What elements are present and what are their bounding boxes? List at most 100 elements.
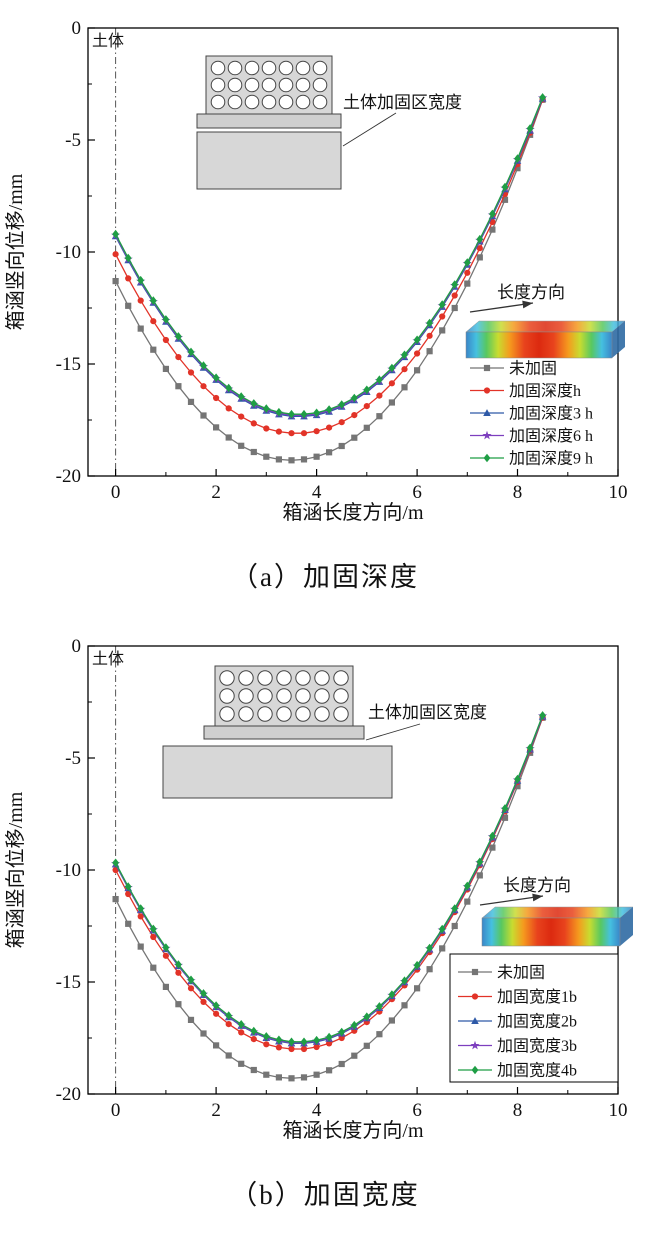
pile-circle bbox=[295, 60, 311, 76]
y-tick-label: -10 bbox=[56, 242, 81, 263]
reinforce-width-label: 土体加固区宽度 bbox=[368, 703, 487, 722]
legend-label: 未加固 bbox=[509, 360, 557, 378]
legend-box bbox=[449, 953, 619, 1083]
pile-circle bbox=[210, 94, 226, 110]
x-tick-label: 8 bbox=[513, 482, 523, 503]
x-tick-label: 2 bbox=[211, 482, 221, 503]
pile-circle bbox=[295, 706, 311, 722]
y-tick-label: -15 bbox=[56, 354, 81, 375]
legend-item-3: 加固深度6 h bbox=[470, 427, 593, 445]
displacement-contour-inset: 长度方向 bbox=[479, 876, 634, 947]
x-tick-label: 6 bbox=[412, 1100, 422, 1121]
y-tick-label: -5 bbox=[65, 748, 81, 769]
pile-circle bbox=[295, 94, 311, 110]
chart-a-caption: （a）加固深度 bbox=[231, 561, 419, 592]
pile-reinforcement-inset: 土体加固区宽度 bbox=[196, 55, 462, 190]
pile-circle bbox=[333, 706, 349, 722]
length-direction-arrow bbox=[469, 300, 534, 313]
soil-label: 土体 bbox=[92, 32, 124, 50]
pile-circle bbox=[238, 706, 254, 722]
chart-b-caption: （b）加固宽度 bbox=[230, 1179, 420, 1210]
legend-label: 未加固 bbox=[497, 964, 545, 982]
pile-circle bbox=[257, 670, 273, 686]
pile-circle bbox=[278, 60, 294, 76]
series-1 bbox=[112, 96, 546, 437]
contour-bar-top bbox=[465, 320, 626, 333]
series-4 bbox=[112, 93, 546, 419]
x-axis-label: 箱涵长度方向/m bbox=[282, 1119, 424, 1142]
contour-bar-side bbox=[620, 907, 633, 946]
legend-item-1: 加固深度h bbox=[470, 382, 581, 400]
chart-a-canvas: 土体 0 2 4 6 8 10 0 -5 -10 -15 -20 箱涵长度方向/m 箱涵竖向位移/mm 土体… bbox=[4, 18, 628, 524]
pile-circle bbox=[314, 688, 330, 704]
pile-circle bbox=[276, 688, 292, 704]
x-axis-label: 箱涵长度方向/m bbox=[282, 501, 424, 524]
y-tick-label: -10 bbox=[56, 860, 81, 881]
x-tick-label: 10 bbox=[609, 1100, 628, 1121]
pile-circle bbox=[312, 94, 328, 110]
pile-circle bbox=[261, 77, 277, 93]
x-tick-label: 8 bbox=[513, 1100, 523, 1121]
pile-circle bbox=[312, 60, 328, 76]
soil-label: 土体 bbox=[92, 650, 124, 668]
legend-item-0: 未加固 bbox=[458, 964, 545, 982]
pile-circle bbox=[219, 688, 235, 704]
soil-boundary: 土体 bbox=[92, 28, 124, 476]
leader-line bbox=[342, 112, 397, 147]
pile-circle bbox=[227, 94, 243, 110]
pile-circle bbox=[295, 670, 311, 686]
pile-circle bbox=[257, 688, 273, 704]
pile-circle bbox=[219, 706, 235, 722]
x-tick-label: 4 bbox=[312, 482, 322, 503]
y-tick-label: 0 bbox=[72, 18, 82, 39]
pile-circle bbox=[333, 688, 349, 704]
axes: 0 2 4 6 8 10 0 -5 -10 -15 -20 箱涵长度方向/m 箱涵竖向位移/mm bbox=[4, 636, 628, 1142]
pile-circle bbox=[257, 706, 273, 722]
y-tick-label: -15 bbox=[56, 972, 81, 993]
x-tick-label: 10 bbox=[609, 482, 628, 503]
legend-item-2: 加固宽度2b bbox=[458, 1013, 577, 1031]
pile-circle bbox=[227, 77, 243, 93]
y-axis-label: 箱涵竖向位移/mm bbox=[4, 173, 27, 330]
legend-label: 加固深度6 h bbox=[509, 427, 593, 445]
axes: 0 2 4 6 8 10 0 -5 -10 -15 -20 箱涵长度方向/m 箱涵竖向位移/mm bbox=[4, 18, 628, 524]
pile-circle bbox=[312, 77, 328, 93]
x-tick-label: 2 bbox=[211, 1100, 221, 1121]
leader-line bbox=[365, 723, 421, 741]
pile-circle bbox=[314, 706, 330, 722]
pile-circle bbox=[295, 77, 311, 93]
pile-circle bbox=[278, 94, 294, 110]
contour-bar-top bbox=[481, 906, 634, 919]
legend-label: 加固深度9 h bbox=[509, 450, 593, 468]
inset-base-block bbox=[196, 131, 342, 190]
pile-circle bbox=[261, 94, 277, 110]
legend-item-3: 加固宽度3b bbox=[458, 1037, 577, 1055]
pile-circle bbox=[244, 77, 260, 93]
pile-circle bbox=[210, 77, 226, 93]
contour-bar-front bbox=[465, 331, 613, 359]
length-direction-label: 长度方向 bbox=[503, 876, 571, 895]
x-tick-label: 6 bbox=[412, 482, 422, 503]
legend-item-1: 加固宽度1b bbox=[458, 988, 577, 1006]
pile-circle bbox=[238, 688, 254, 704]
displacement-contour-inset: 长度方向 bbox=[465, 283, 626, 359]
length-direction-label: 长度方向 bbox=[497, 283, 565, 302]
pile-circle bbox=[278, 77, 294, 93]
legend-item-4: 加固深度9 h bbox=[470, 450, 593, 468]
pile-reinforcement-inset: 土体加固区宽度 bbox=[162, 665, 487, 799]
legend-label: 加固宽度1b bbox=[497, 988, 577, 1006]
pile-circle bbox=[276, 706, 292, 722]
chart-b-canvas: 土体 0 2 4 6 8 10 0 -5 -10 -15 -20 箱涵长度方向/m 箱涵竖向位移/mm 土体… bbox=[4, 636, 634, 1142]
pile-circle bbox=[276, 670, 292, 686]
y-tick-label: -20 bbox=[56, 466, 81, 487]
x-tick-label: 0 bbox=[111, 482, 121, 503]
legend-label: 加固深度h bbox=[509, 382, 581, 400]
legend-label: 加固宽度4b bbox=[497, 1062, 577, 1080]
chart-b: 土体 0 2 4 6 8 10 0 -5 -10 -15 -20 箱涵长度方向/m 箱涵竖向位移/mm 土体… bbox=[0, 618, 650, 1236]
pile-circle bbox=[314, 670, 330, 686]
pile-circle bbox=[227, 60, 243, 76]
legend-item-2: 加固深度3 h bbox=[470, 405, 593, 423]
reinforce-width-label: 土体加固区宽度 bbox=[343, 93, 462, 112]
